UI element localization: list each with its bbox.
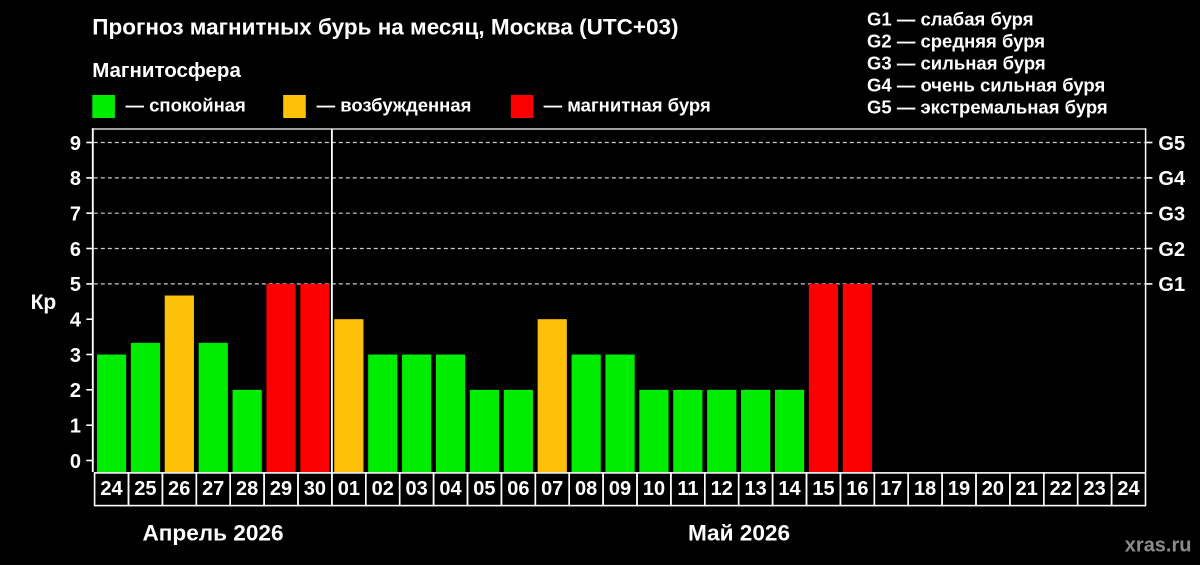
svg-text:23: 23 xyxy=(1083,478,1105,500)
svg-text:16: 16 xyxy=(846,478,868,500)
svg-text:11: 11 xyxy=(677,478,698,500)
svg-text:02: 02 xyxy=(372,478,394,500)
svg-text:30: 30 xyxy=(304,478,326,500)
svg-text:26: 26 xyxy=(168,478,190,500)
svg-text:29: 29 xyxy=(270,478,292,500)
svg-text:3: 3 xyxy=(70,345,81,367)
svg-text:1: 1 xyxy=(70,416,81,438)
svg-text:15: 15 xyxy=(812,478,834,500)
svg-text:19: 19 xyxy=(948,478,970,500)
svg-text:G1 — слабая буря: G1 — слабая буря xyxy=(867,9,1034,30)
svg-text:25: 25 xyxy=(134,478,156,500)
svg-text:G1: G1 xyxy=(1158,274,1185,296)
svg-text:22: 22 xyxy=(1050,478,1072,500)
svg-text:6: 6 xyxy=(70,239,81,261)
svg-text:24: 24 xyxy=(100,478,123,500)
svg-text:Магнитосфера: Магнитосфера xyxy=(92,59,241,82)
svg-text:7: 7 xyxy=(70,204,81,226)
svg-text:G5: G5 xyxy=(1158,133,1185,155)
svg-text:05: 05 xyxy=(473,478,495,500)
svg-text:12: 12 xyxy=(711,478,733,500)
svg-text:20: 20 xyxy=(982,478,1004,500)
svg-text:0: 0 xyxy=(70,451,81,473)
svg-text:18: 18 xyxy=(914,478,936,500)
svg-text:Май 2026: Май 2026 xyxy=(688,520,790,545)
svg-text:10: 10 xyxy=(643,478,665,500)
svg-text:Кр: Кр xyxy=(31,291,57,314)
svg-text:24: 24 xyxy=(1117,478,1140,500)
svg-text:2: 2 xyxy=(70,380,81,402)
svg-text:G3: G3 xyxy=(1158,204,1185,226)
svg-text:01: 01 xyxy=(338,478,360,500)
svg-text:— спокойная: — спокойная xyxy=(126,95,246,116)
svg-text:28: 28 xyxy=(236,478,258,500)
svg-text:8: 8 xyxy=(70,168,81,190)
svg-text:G2 — средняя буря: G2 — средняя буря xyxy=(867,31,1045,52)
svg-text:G5 — экстремальная буря: G5 — экстремальная буря xyxy=(867,97,1108,118)
svg-text:xras.ru: xras.ru xyxy=(1125,535,1192,557)
svg-text:4: 4 xyxy=(70,310,82,332)
svg-text:13: 13 xyxy=(744,478,766,500)
svg-text:09: 09 xyxy=(609,478,631,500)
svg-text:— возбужденная: — возбужденная xyxy=(317,95,472,116)
svg-text:Апрель 2026: Апрель 2026 xyxy=(142,520,283,545)
svg-text:04: 04 xyxy=(439,478,462,500)
svg-text:08: 08 xyxy=(575,478,597,500)
svg-text:03: 03 xyxy=(405,478,427,500)
svg-text:G4: G4 xyxy=(1158,168,1186,190)
svg-text:27: 27 xyxy=(202,478,224,500)
svg-text:07: 07 xyxy=(541,478,563,500)
svg-text:9: 9 xyxy=(70,133,81,155)
svg-text:G4 — очень сильная буря: G4 — очень сильная буря xyxy=(867,75,1105,96)
svg-text:G2: G2 xyxy=(1158,239,1185,261)
svg-text:G3 — сильная буря: G3 — сильная буря xyxy=(867,53,1046,74)
svg-text:Прогноз магнитных бурь на меся: Прогноз магнитных бурь на месяц, Москва … xyxy=(92,14,678,39)
svg-text:14: 14 xyxy=(778,478,801,500)
svg-text:5: 5 xyxy=(70,274,81,296)
svg-text:17: 17 xyxy=(880,478,902,500)
svg-text:21: 21 xyxy=(1016,478,1038,500)
svg-text:06: 06 xyxy=(507,478,529,500)
svg-text:— магнитная буря: — магнитная буря xyxy=(544,95,711,116)
